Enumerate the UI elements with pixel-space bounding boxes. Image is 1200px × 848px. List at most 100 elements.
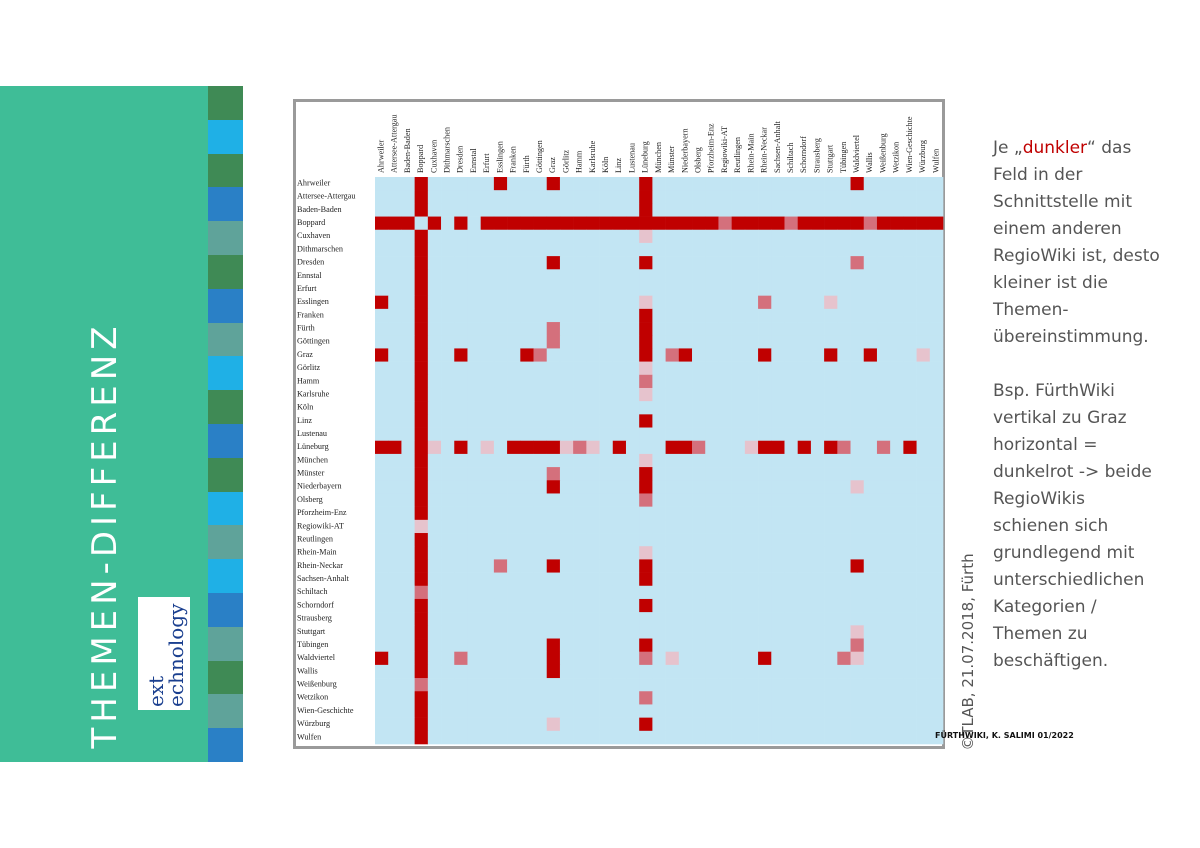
- cell: [573, 177, 587, 191]
- cell: [559, 348, 574, 362]
- cell: [573, 308, 587, 323]
- cell: [507, 730, 521, 745]
- cell: [507, 229, 521, 244]
- cell: [903, 598, 917, 613]
- cell: [731, 203, 746, 217]
- cell: [573, 678, 587, 692]
- cell: [427, 387, 442, 402]
- cell: [612, 190, 627, 204]
- cell: [758, 480, 772, 494]
- cell: [876, 730, 891, 745]
- row-label: Cuxhaven: [297, 231, 330, 240]
- cell: [520, 625, 534, 639]
- cell: [797, 585, 812, 600]
- cell: [375, 638, 389, 652]
- cell: [612, 348, 627, 362]
- cell: [427, 664, 442, 679]
- cell: [810, 572, 825, 587]
- cell: [850, 467, 865, 481]
- cell: [692, 453, 706, 468]
- cell: [480, 269, 495, 283]
- cell: [612, 704, 627, 718]
- cell: [903, 453, 917, 468]
- cell: [507, 440, 521, 455]
- cell: [480, 216, 495, 231]
- cell: [533, 453, 548, 468]
- cell: [427, 453, 442, 468]
- cell: [903, 480, 917, 494]
- cell: [401, 414, 415, 428]
- cell: [863, 282, 878, 296]
- cell: [876, 440, 891, 455]
- cell: [810, 440, 825, 455]
- cell: [414, 308, 429, 323]
- cell: [771, 427, 785, 442]
- cell: [916, 295, 931, 310]
- cell: [758, 427, 772, 442]
- cell: [758, 282, 772, 296]
- cell: [559, 361, 574, 376]
- cell: [375, 203, 389, 217]
- cell: [784, 625, 798, 639]
- cell: [837, 361, 851, 376]
- cell: [414, 546, 429, 560]
- cell: [441, 664, 455, 679]
- cell: [493, 730, 508, 745]
- cell: [824, 387, 838, 402]
- cell: [625, 427, 640, 442]
- cell: [467, 730, 481, 745]
- cell: [612, 678, 627, 692]
- cell: [586, 427, 600, 442]
- cell: [824, 440, 838, 455]
- cell: [559, 480, 574, 494]
- cell: [837, 612, 851, 626]
- cell: [599, 427, 614, 442]
- cell: [559, 440, 574, 455]
- cell: [414, 374, 429, 389]
- cell: [401, 625, 415, 639]
- column-label: Wien-Geschichte: [905, 116, 914, 173]
- cell: [784, 440, 798, 455]
- cell: [414, 493, 429, 507]
- cell: [493, 242, 508, 257]
- cell: [507, 216, 521, 231]
- cell: [427, 190, 442, 204]
- cell: [612, 519, 627, 534]
- cell: [850, 374, 865, 389]
- cell: [850, 190, 865, 204]
- cell: [705, 177, 719, 191]
- cell: [876, 612, 891, 626]
- cell: [573, 533, 587, 547]
- cell: [388, 282, 402, 296]
- cell: [771, 730, 785, 745]
- cell: [692, 374, 706, 389]
- cell: [467, 651, 481, 666]
- cell: [916, 203, 931, 217]
- cell: [454, 295, 468, 310]
- cell: [678, 651, 693, 666]
- cell: [718, 401, 732, 415]
- cell: [520, 572, 534, 587]
- cell: [837, 598, 851, 613]
- cell: [612, 256, 627, 270]
- cell: [810, 625, 825, 639]
- cell: [837, 691, 851, 705]
- cell: [612, 506, 627, 521]
- cell: [890, 493, 904, 507]
- cell: [507, 717, 521, 732]
- cell: [441, 572, 455, 587]
- cell: [890, 519, 904, 534]
- cell: [678, 216, 693, 231]
- cell: [375, 585, 389, 600]
- cell: [388, 229, 402, 244]
- cell: [533, 638, 548, 652]
- cell: [876, 664, 891, 679]
- cell: [863, 216, 878, 231]
- cell: [612, 717, 627, 732]
- cell: [586, 453, 600, 468]
- cell: [573, 585, 587, 600]
- cell: [837, 717, 851, 732]
- cell: [467, 216, 481, 231]
- cell: [375, 348, 389, 362]
- cell: [797, 559, 812, 573]
